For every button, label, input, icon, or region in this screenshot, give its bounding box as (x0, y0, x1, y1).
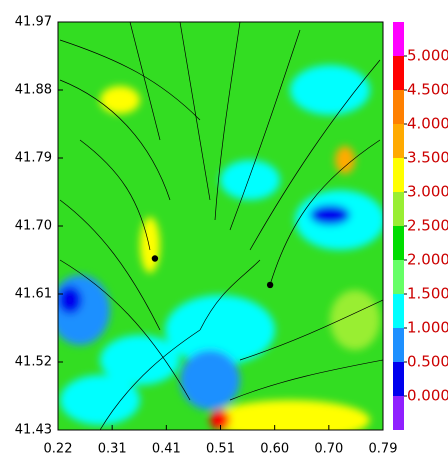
colorbar-tick-label: 4.500 (407, 81, 448, 99)
streamlines (59, 22, 383, 430)
colorbar-tick-label: 0.500 (407, 353, 448, 371)
point (151, 255, 159, 262)
colorbar-segment (393, 124, 404, 158)
y-tick-label: 41.70 (15, 219, 52, 234)
x-tick-label: 0.41 (152, 442, 181, 457)
colorbar-segment (393, 192, 404, 226)
colorbar-segment (393, 158, 404, 192)
colorbar-segment (393, 362, 404, 396)
colorbar-tick-label: 5.000 (407, 47, 448, 65)
colorbar-tick-label: 2.500 (407, 217, 448, 235)
y-tick-label: 41.79 (15, 151, 52, 166)
colorbar-tick-label: 1.000 (407, 319, 448, 337)
colorbar-tick-label: 4.000 (407, 115, 448, 133)
colorbar-segment (393, 226, 404, 260)
x-tick-label: 0.70 (314, 442, 343, 457)
y-tick-label: 41.61 (15, 287, 52, 302)
colorbar-tick-label: 3.500 (407, 149, 448, 167)
y-tick-label: 41.88 (15, 83, 52, 98)
point (266, 281, 274, 289)
colorbar-segment (393, 22, 404, 56)
colorbar-segment (393, 90, 404, 124)
colorbar-segment (393, 328, 404, 362)
y-tick-label: 41.97 (15, 15, 52, 30)
y-tick-label: 41.52 (15, 355, 52, 370)
colorbar-tick-label: 1.500 (407, 285, 448, 303)
colorbar-segment (393, 294, 404, 328)
colorbar-segment (393, 396, 404, 430)
x-tick-label: 0.22 (44, 442, 73, 457)
x-tick-label: 0.31 (98, 442, 127, 457)
x-tick-label: 0.60 (260, 442, 289, 457)
colorbar-segment (393, 56, 404, 90)
contour-field (58, 22, 383, 430)
colorbar-segment (393, 260, 404, 294)
colorbar-tick-label: 0.000 (407, 387, 448, 405)
x-tick-label: 0.51 (206, 442, 235, 457)
colorbar-tick-label: 2.000 (407, 251, 448, 269)
colorbar: 0.000 0.500 1.000 1.500 2.000 2.500 3.000 3.500… (393, 22, 448, 430)
colorbar-tick-label: 3.000 (407, 183, 448, 201)
y-tick-label: 41.43 (15, 423, 52, 438)
x-tick-label: 0.79 (369, 442, 398, 457)
